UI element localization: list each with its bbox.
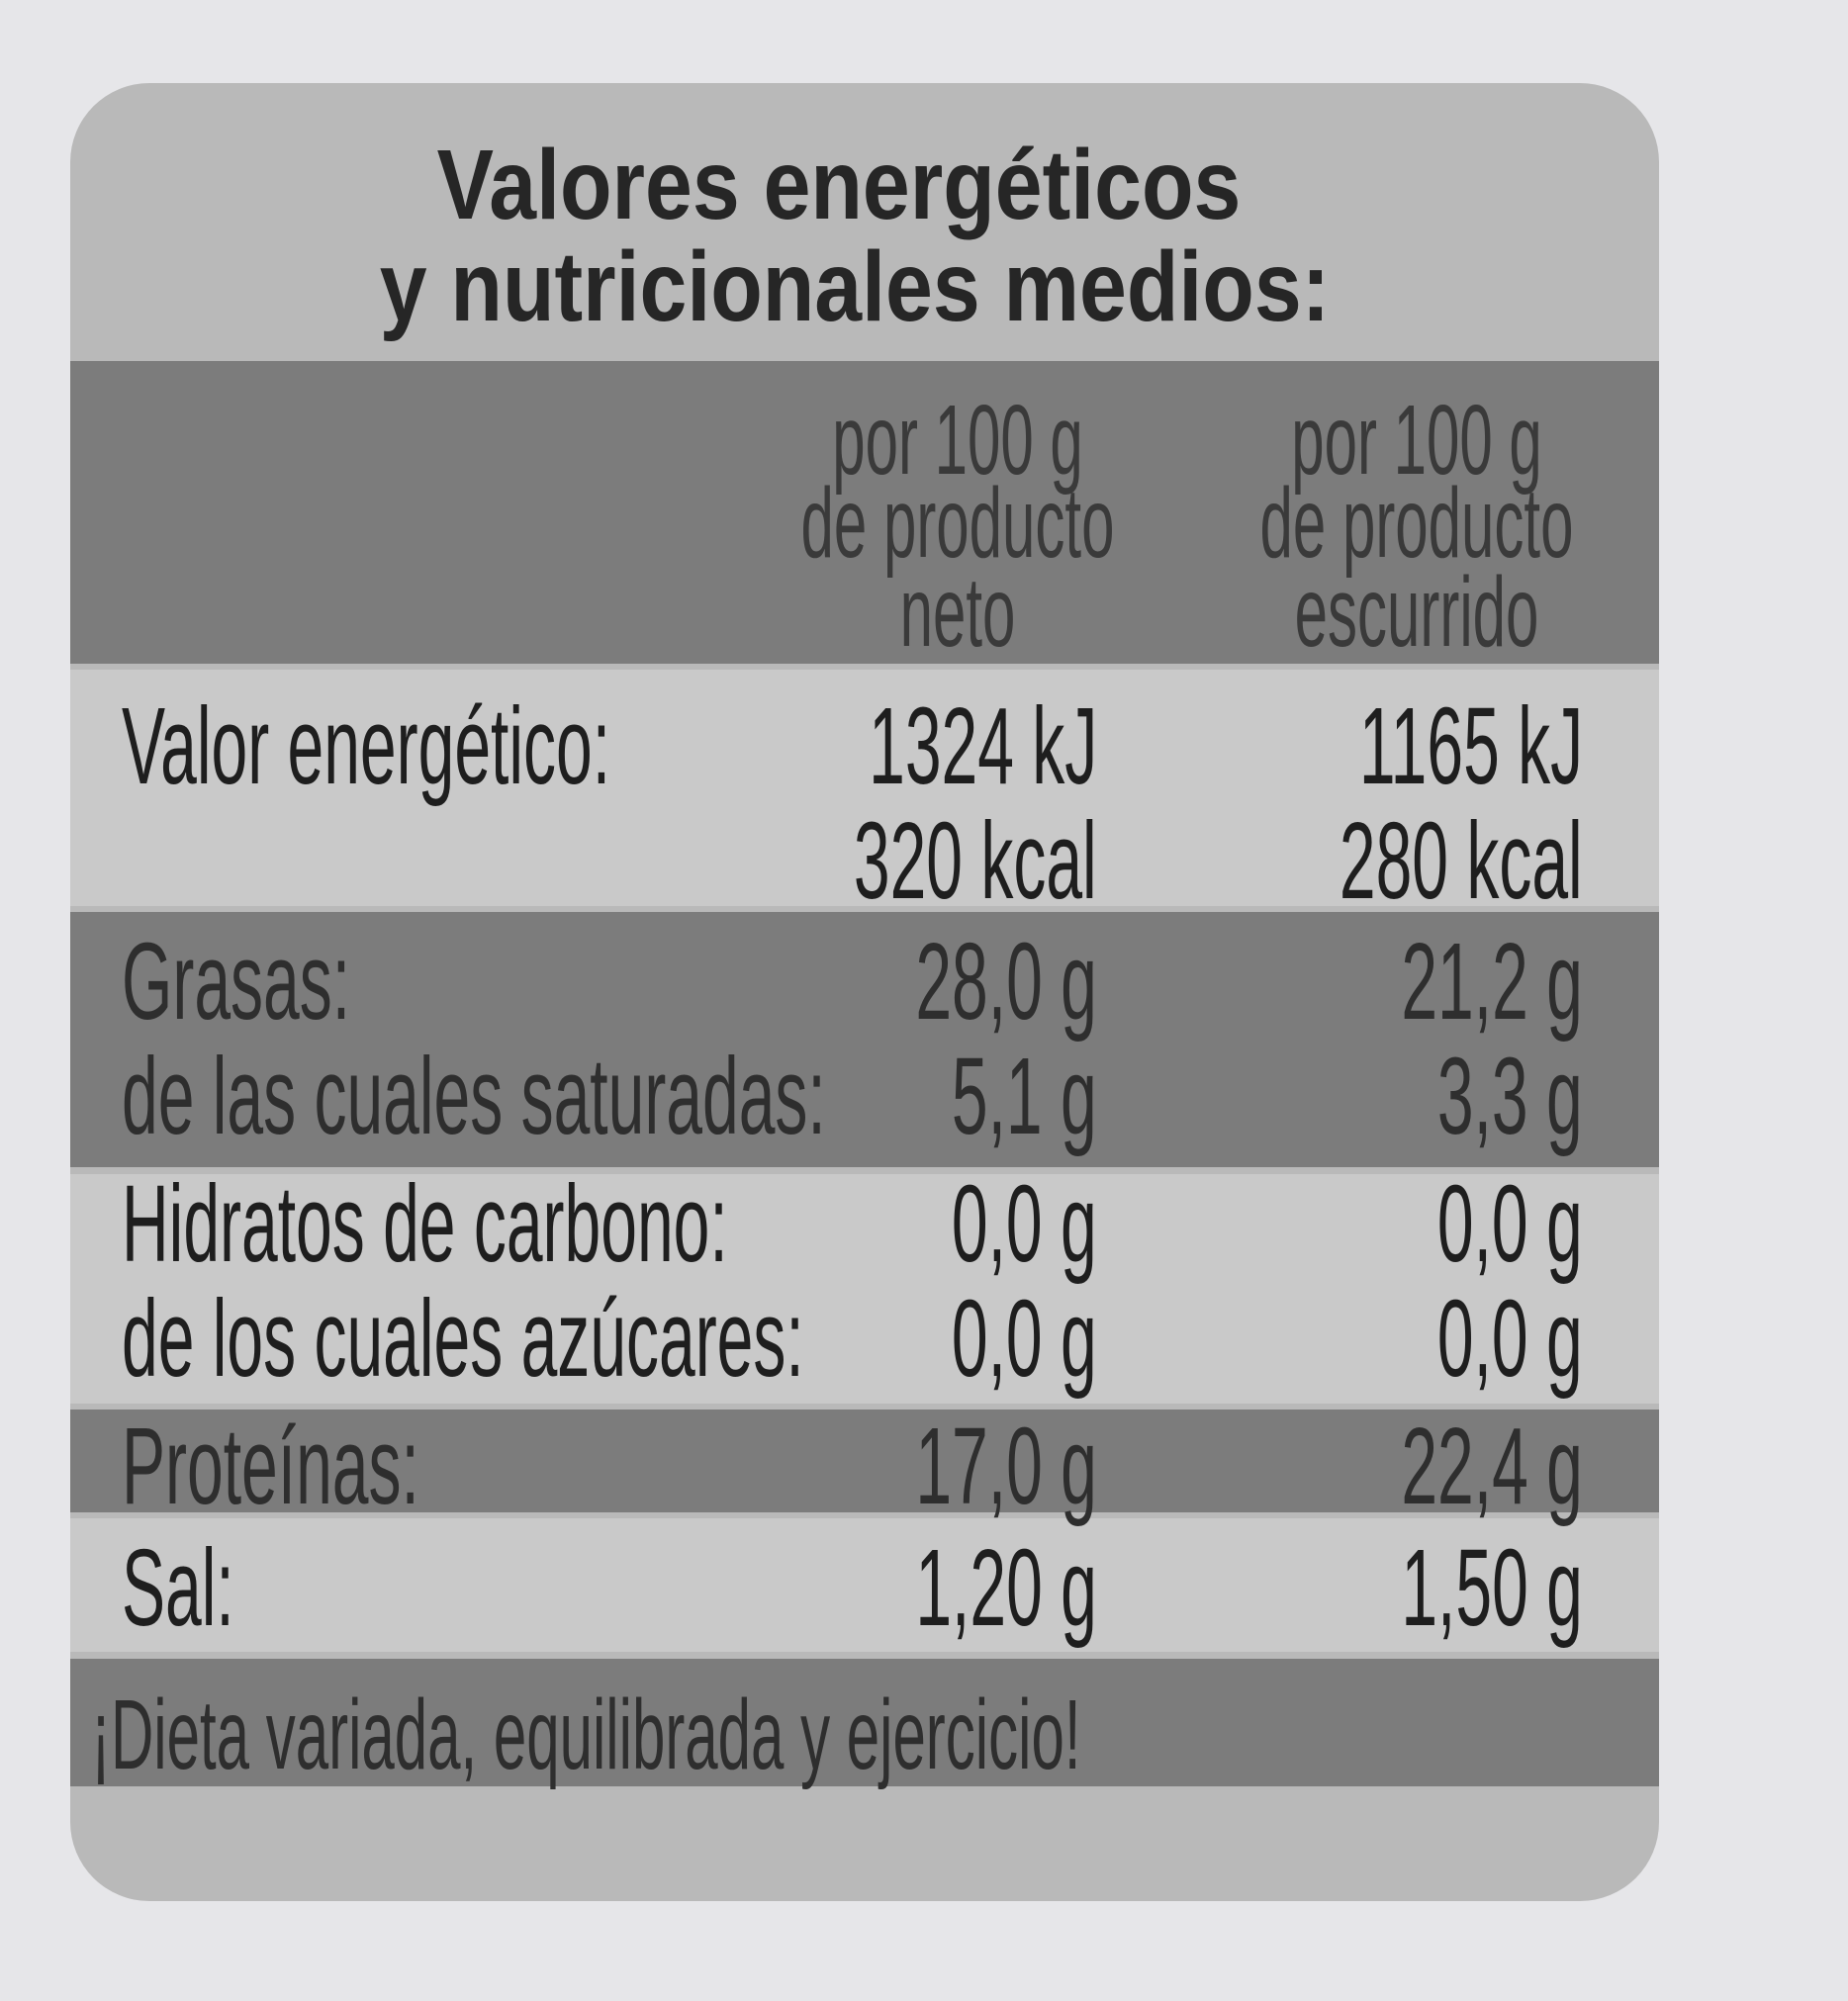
row-value: 22,4 g bbox=[1401, 1406, 1583, 1527]
title-line: Valores energéticos bbox=[436, 130, 1242, 240]
column-header: de producto bbox=[1259, 468, 1574, 579]
row-value: 17,0 g bbox=[915, 1406, 1097, 1527]
row-label: de las cuales saturadas: bbox=[122, 1036, 826, 1157]
nutrition-label bbox=[70, 83, 1659, 1901]
row-band bbox=[70, 1518, 1659, 1652]
row-value: 1,50 g bbox=[1401, 1527, 1583, 1649]
row-band bbox=[70, 1174, 1659, 1404]
column-header: por 100 g bbox=[832, 385, 1083, 496]
footer-text: ¡Dieta variada, equilibrada y ejercicio! bbox=[91, 1680, 1081, 1790]
row-value: 0,0 g bbox=[952, 1163, 1097, 1285]
row-label: Proteínas: bbox=[122, 1406, 419, 1527]
title-line: y nutricionales medios: bbox=[379, 231, 1331, 342]
footer-band bbox=[70, 1659, 1659, 1786]
row-value: 0,0 g bbox=[952, 1278, 1097, 1400]
column-header: escurrido bbox=[1294, 557, 1539, 668]
row-value: 21,2 g bbox=[1401, 921, 1583, 1043]
row-label: Valor energético: bbox=[122, 685, 611, 807]
row-label: Sal: bbox=[122, 1527, 234, 1649]
row-value: 1324 kJ bbox=[868, 685, 1097, 807]
column-header: de producto bbox=[800, 468, 1115, 579]
header-band bbox=[70, 361, 1659, 664]
row-label: de los cuales azúcares: bbox=[122, 1278, 804, 1400]
row-value: 0,0 g bbox=[1437, 1278, 1583, 1400]
row-value: 320 kcal bbox=[854, 800, 1097, 922]
row-value: 28,0 g bbox=[915, 921, 1097, 1043]
row-band bbox=[70, 1410, 1659, 1512]
row-value: 3,3 g bbox=[1437, 1036, 1583, 1157]
row-value: 5,1 g bbox=[952, 1036, 1097, 1157]
row-label: Grasas: bbox=[122, 921, 351, 1043]
row-value: 0,0 g bbox=[1437, 1163, 1583, 1285]
row-value: 280 kcal bbox=[1340, 800, 1583, 922]
row-value: 1,20 g bbox=[915, 1527, 1097, 1649]
row-band bbox=[70, 912, 1659, 1167]
row-value: 1165 kJ bbox=[1358, 685, 1583, 807]
row-band bbox=[70, 670, 1659, 906]
column-header: neto bbox=[899, 557, 1016, 668]
column-header: por 100 g bbox=[1291, 385, 1542, 496]
row-label: Hidratos de carbono: bbox=[122, 1163, 728, 1285]
